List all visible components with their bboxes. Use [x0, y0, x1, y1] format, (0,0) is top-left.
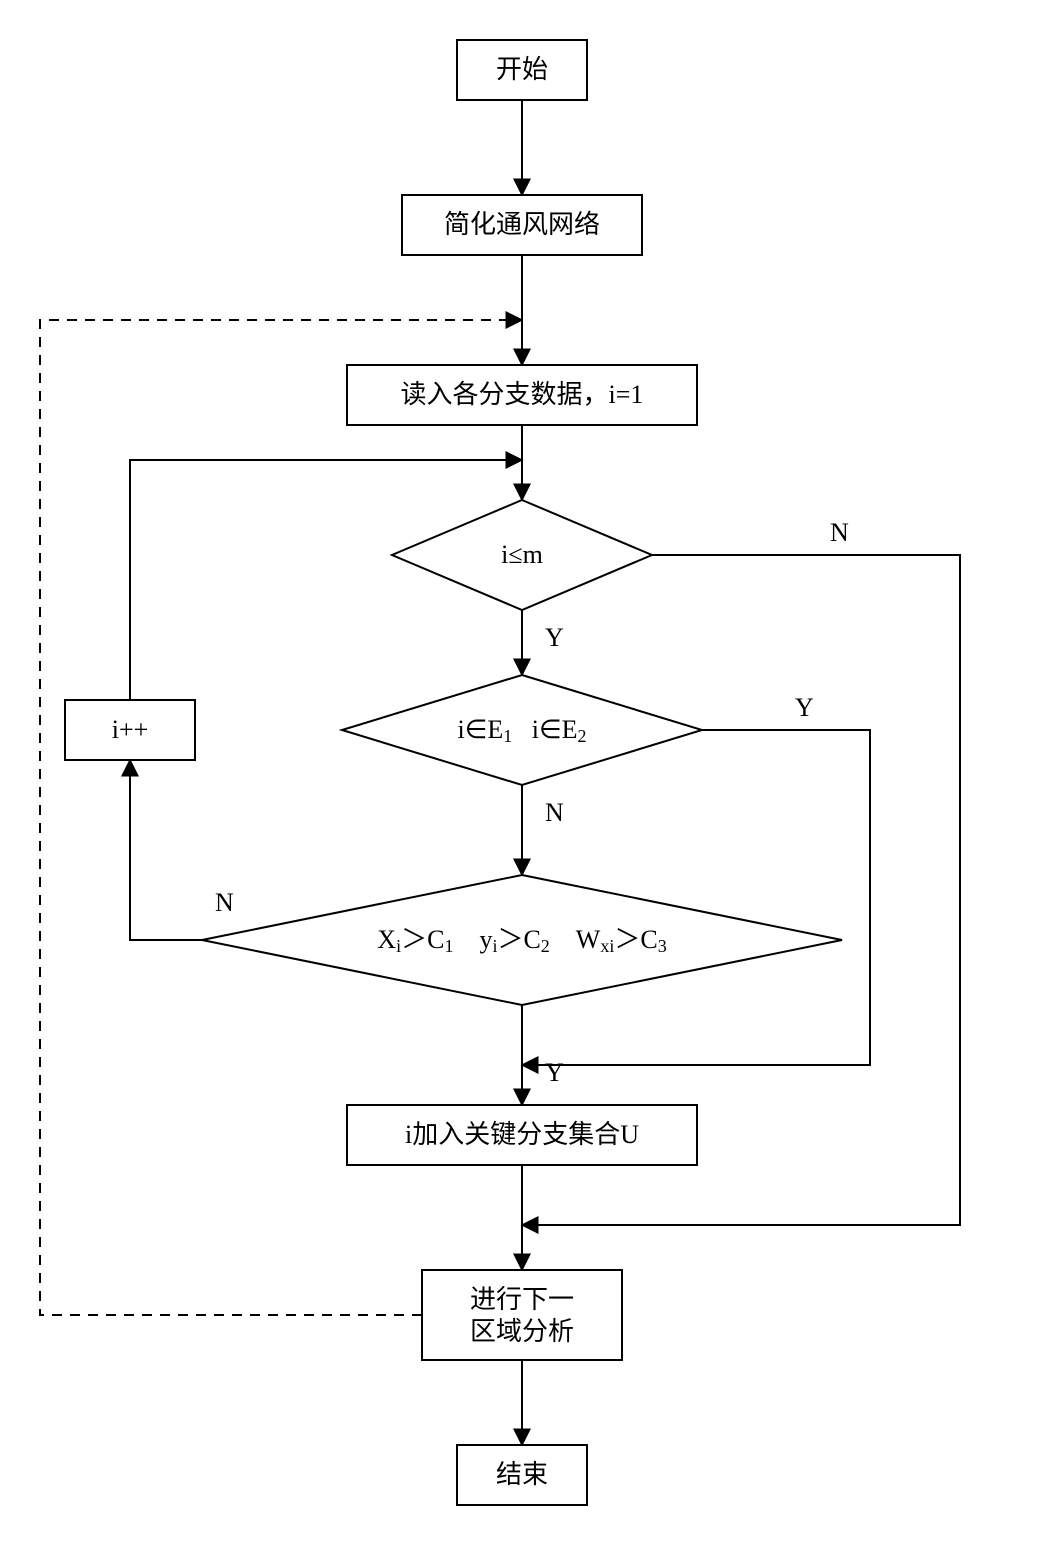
- node-d2-label: i∈E1 i∈E2: [457, 715, 586, 746]
- node-d2: i∈E1 i∈E2: [342, 675, 702, 785]
- node-d1: i≤m: [392, 500, 652, 610]
- node-inc: i++: [65, 700, 195, 760]
- label-d2-no: N: [545, 798, 564, 827]
- node-next-label-1: 进行下一: [470, 1285, 574, 1314]
- node-addu: i加入关键分支集合U: [347, 1105, 697, 1165]
- node-readin: 读入各分支数据，i=1: [347, 365, 697, 425]
- node-d3: Xi＞C1 yi＞C2 Wxi＞C3: [202, 875, 842, 1005]
- node-simplify-label: 简化通风网络: [444, 210, 600, 239]
- node-d1-label: i≤m: [501, 540, 543, 569]
- label-d2-yes: Y: [795, 693, 814, 722]
- label-d3-yes: Y: [545, 1058, 564, 1087]
- node-end: 结束: [457, 1445, 587, 1505]
- label-d1-yes: Y: [545, 623, 564, 652]
- node-simplify: 简化通风网络: [402, 195, 642, 255]
- edge-d3-inc: [130, 760, 202, 940]
- node-start-label: 开始: [496, 55, 548, 84]
- label-d3-no: N: [215, 888, 234, 917]
- node-inc-label: i++: [112, 715, 149, 744]
- node-next-label-2: 区域分析: [470, 1317, 574, 1346]
- node-readin-label: 读入各分支数据，i=1: [401, 380, 644, 409]
- node-start: 开始: [457, 40, 587, 100]
- label-d1-no: N: [830, 518, 849, 547]
- node-addu-label: i加入关键分支集合U: [405, 1120, 639, 1149]
- node-next: 进行下一 区域分析: [422, 1270, 622, 1360]
- node-end-label: 结束: [496, 1460, 548, 1489]
- flowchart-canvas: Y N Y N Y N 开始 简化通风网络 读入各分支数据，i=1 i≤m: [0, 0, 1045, 1555]
